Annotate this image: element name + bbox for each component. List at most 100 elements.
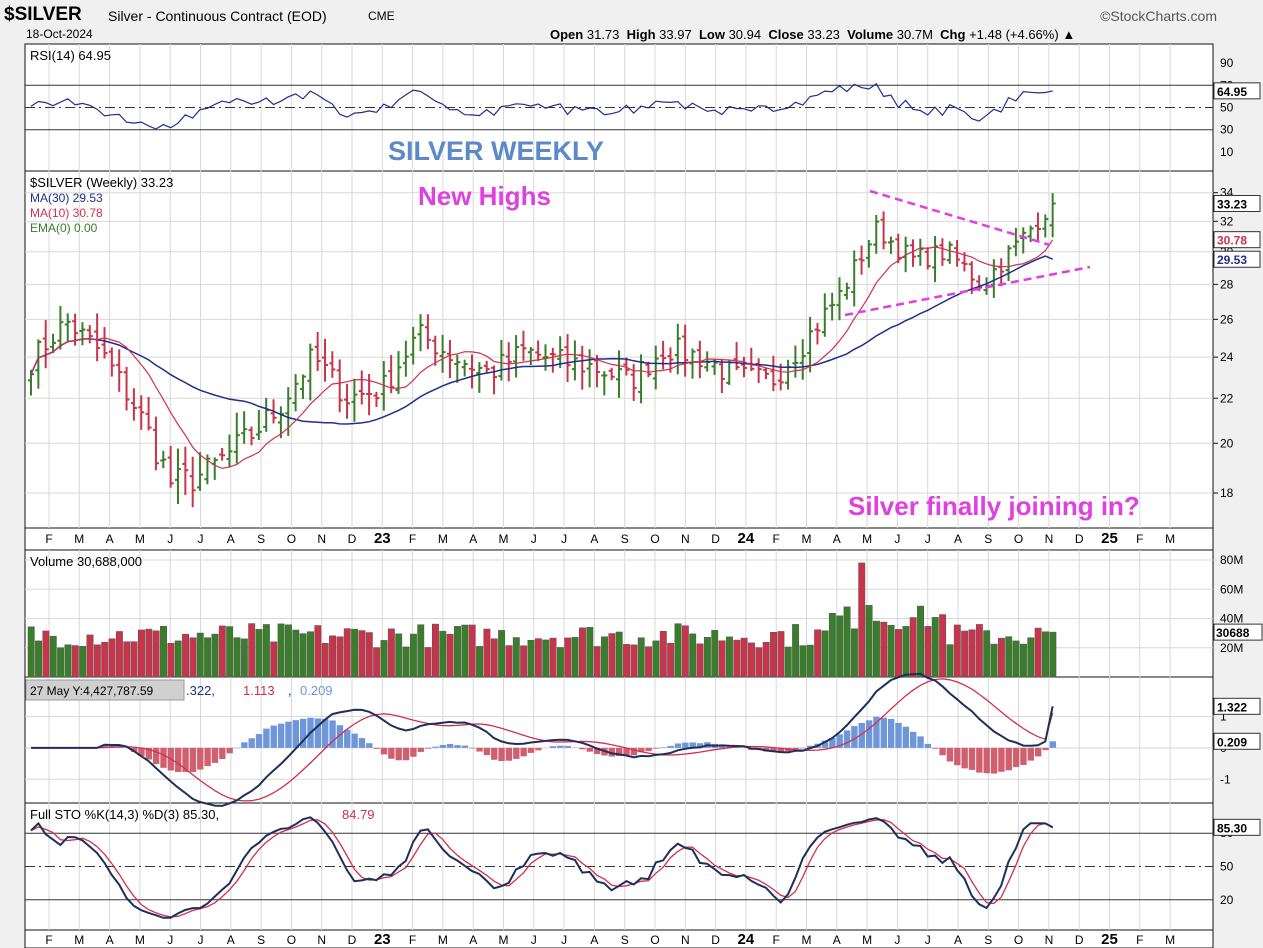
- macd-histogram-bar: [395, 747, 402, 761]
- macd-histogram-bar: [101, 745, 108, 748]
- volume-bar: [887, 624, 895, 678]
- macd-histogram-bar: [505, 747, 513, 761]
- x-tick-label-bottom: M: [74, 933, 84, 947]
- volume-bar: [343, 628, 351, 678]
- macd-histogram-bar: [520, 747, 527, 757]
- macd-histogram-bar: [417, 747, 424, 752]
- volume-bar: [880, 621, 888, 678]
- x-tick-label-bottom: M: [1165, 933, 1175, 947]
- x-tick-label: A: [833, 532, 841, 546]
- x-tick-label-bottom: N: [681, 933, 690, 947]
- volume-bar: [468, 624, 476, 678]
- macd-histogram-bar: [902, 726, 910, 748]
- volume-bar: [895, 629, 902, 678]
- volume-bar: [703, 637, 711, 678]
- macd-histogram-bar: [910, 731, 917, 748]
- x-tick-label-bottom: D: [711, 933, 720, 947]
- macd-hist-label: 0.209: [1217, 735, 1247, 749]
- annotation-title: SILVER WEEKLY: [388, 136, 605, 166]
- price-legend-ma10: MA(10) 30.78: [30, 206, 103, 220]
- x-tick-label: O: [1014, 532, 1023, 546]
- volume-bar: [35, 640, 42, 678]
- x-tick-label: F: [409, 532, 416, 546]
- macd-histogram-bar: [241, 742, 248, 748]
- x-tick-label-bottom: M: [802, 933, 812, 947]
- volume-bar: [564, 637, 572, 678]
- macd-histogram-bar: [616, 747, 623, 756]
- volume-bar: [93, 644, 101, 678]
- volume-bar: [1042, 631, 1049, 678]
- panel-price: [24, 170, 1214, 529]
- x-tick-label: N: [317, 532, 326, 546]
- macd-current-box: [1213, 697, 1261, 715]
- volume-bar: [490, 638, 498, 678]
- macd-histogram-bar: [410, 747, 417, 757]
- volume-bar: [975, 624, 983, 678]
- volume-bar: [586, 627, 594, 678]
- macd-histogram-bar: [527, 747, 535, 753]
- macd-current-label: 1.322: [1217, 700, 1247, 714]
- volume-bar: [542, 639, 550, 678]
- volume-bar: [571, 637, 579, 678]
- volume-bar: [799, 645, 807, 678]
- volume-bar: [365, 632, 373, 678]
- volume-bar: [424, 647, 432, 678]
- x-tick-label: N: [681, 532, 690, 546]
- volume-value: 30.7M: [896, 27, 933, 42]
- price-tick-label: 26: [1220, 312, 1234, 326]
- volume-bar: [277, 623, 285, 678]
- x-tick-label: D: [1075, 532, 1084, 546]
- macd-legend-macd: .322,: [186, 683, 215, 698]
- x-tick-label-bottom: N: [1045, 933, 1054, 947]
- macd-histogram-bar: [1049, 741, 1057, 748]
- volume-bar: [123, 641, 131, 678]
- rsi-tick-label: 90: [1220, 56, 1234, 70]
- volume-bar: [57, 647, 65, 678]
- volume-bar: [189, 637, 197, 678]
- macd-histogram-bar: [461, 745, 469, 748]
- volume-bar: [1012, 640, 1020, 678]
- macd-histogram-bar: [366, 743, 373, 748]
- x-tick-label-bottom: S: [257, 933, 265, 947]
- sto-current-box: [1213, 818, 1261, 836]
- macd-histogram-bar: [1027, 747, 1034, 761]
- macd-histogram-bar: [593, 747, 601, 755]
- volume-bar: [86, 634, 94, 678]
- macd-histogram-bar: [579, 747, 586, 750]
- macd-histogram-bar: [175, 747, 182, 772]
- rsi-tick-label: 50: [1220, 101, 1234, 115]
- macd-histogram-bar: [491, 747, 498, 760]
- macd-histogram-bar: [424, 747, 432, 749]
- macd-histogram-bar: [439, 744, 446, 748]
- macd-tick-label: 1: [1220, 709, 1227, 723]
- macd-histogram-bar: [645, 747, 652, 752]
- x-tick-label: A: [469, 532, 477, 546]
- chart-date: 18-Oct-2024: [26, 27, 93, 41]
- macd-histogram-bar: [204, 747, 211, 767]
- macd-histogram-bar: [189, 747, 197, 773]
- volume-bar: [579, 627, 586, 678]
- volume-bar: [821, 630, 829, 678]
- macd-histogram-bar: [446, 743, 454, 748]
- volume-bar: [299, 633, 307, 678]
- volume-bar: [483, 628, 491, 678]
- low-label: Low: [698, 27, 725, 42]
- macd-histogram-bar: [373, 747, 380, 749]
- macd-histogram-bar: [145, 747, 152, 760]
- volume-bar: [42, 630, 50, 678]
- volume-bar: [850, 628, 858, 678]
- volume-bar: [601, 636, 608, 678]
- x-tick-label-bottom: A: [106, 933, 114, 947]
- macd-histogram-bar: [344, 729, 351, 748]
- volume-bar: [329, 635, 337, 678]
- x-tick-label: M: [1165, 532, 1175, 546]
- volume-bar: [233, 637, 241, 678]
- x-tick-label: O: [650, 532, 659, 546]
- volume-current-label: 30688: [1216, 626, 1250, 640]
- brand-label: ©StockCharts.com: [1100, 8, 1217, 24]
- macd-histogram-bar: [483, 747, 491, 756]
- volume-bar: [152, 630, 160, 678]
- volume-bar: [1034, 627, 1042, 678]
- volume-bar: [608, 633, 616, 678]
- x-tick-label: M: [438, 532, 448, 546]
